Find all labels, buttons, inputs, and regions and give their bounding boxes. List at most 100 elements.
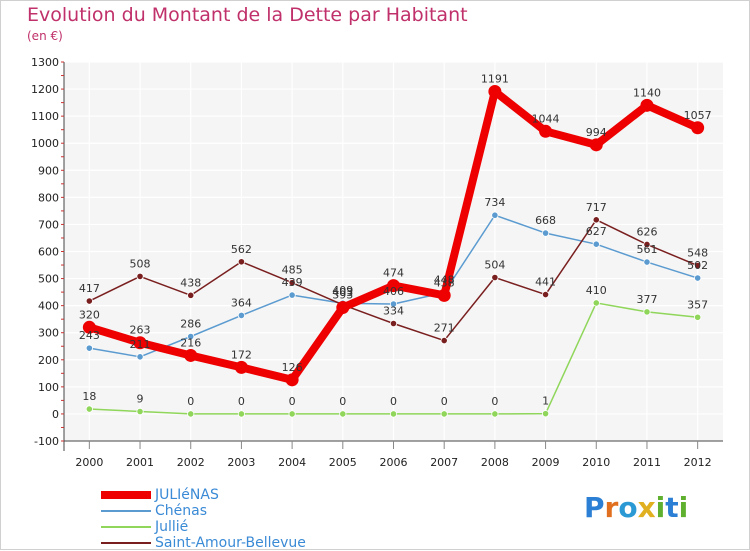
data-label-0: 994 <box>586 126 607 139</box>
data-label-2: 357 <box>687 298 708 311</box>
data-label-2: 0 <box>390 395 397 408</box>
data-label-1: 502 <box>687 259 708 272</box>
data-point-2 <box>541 410 550 418</box>
x-tick-label: 2010 <box>582 456 610 469</box>
legend-swatch <box>101 542 151 544</box>
data-label-3: 403 <box>332 286 353 299</box>
data-label-1: 211 <box>130 338 151 351</box>
x-tick-label: 2007 <box>430 456 458 469</box>
data-point-3 <box>694 261 702 270</box>
data-label-3: 626 <box>636 225 657 238</box>
legend-swatch <box>101 526 151 528</box>
logo-letter: P <box>584 491 605 524</box>
data-label-0: 438 <box>434 276 455 289</box>
y-tick-label: 1200 <box>31 83 59 96</box>
data-point-0 <box>437 288 451 302</box>
data-point-2 <box>237 410 246 418</box>
legend-label: Jullié <box>155 519 189 535</box>
x-tick-label: 2012 <box>684 456 712 469</box>
data-label-2: 0 <box>238 395 245 408</box>
legend-label: Chénas <box>155 503 208 519</box>
data-point-3 <box>288 279 296 287</box>
data-label-3: 334 <box>383 305 404 318</box>
data-label-1: 668 <box>535 214 556 227</box>
data-label-2: 1 <box>542 395 549 408</box>
data-point-0 <box>133 336 147 350</box>
data-point-3 <box>136 272 144 281</box>
data-label-0: 474 <box>383 267 404 280</box>
data-point-2 <box>136 407 144 416</box>
data-label-1: 243 <box>79 329 100 342</box>
data-label-1: 561 <box>636 243 657 256</box>
data-label-1: 406 <box>383 285 404 298</box>
data-point-0 <box>539 124 553 138</box>
data-label-0: 320 <box>79 308 100 321</box>
data-label-3: 271 <box>434 322 455 335</box>
data-point-1 <box>541 229 550 237</box>
y-tick-label: 200 <box>38 354 59 367</box>
x-tick-label: 2009 <box>532 456 560 469</box>
data-point-0 <box>387 279 400 293</box>
data-point-3 <box>643 240 651 249</box>
data-label-0: 1044 <box>532 112 560 125</box>
data-label-0: 172 <box>231 348 252 361</box>
data-point-1 <box>592 240 600 248</box>
data-label-2: 410 <box>586 284 607 297</box>
x-tick-label: 2001 <box>126 456 154 469</box>
x-tick-label: 2006 <box>380 456 408 469</box>
x-tick-label: 2011 <box>633 456 661 469</box>
x-tick-label: 2004 <box>278 456 306 469</box>
data-point-2 <box>592 299 600 307</box>
data-label-3: 485 <box>282 264 303 277</box>
data-point-1 <box>491 211 499 219</box>
x-tick-label: 2002 <box>177 456 205 469</box>
logo-letter: o <box>618 491 638 524</box>
data-point-3 <box>491 273 499 282</box>
data-point-1 <box>187 332 195 341</box>
data-label-0: 1057 <box>684 109 712 122</box>
data-label-2: 0 <box>441 395 448 408</box>
data-label-1: 364 <box>231 296 252 309</box>
data-point-0 <box>640 98 654 112</box>
data-label-0: 1191 <box>481 73 509 86</box>
data-label-1: 409 <box>332 284 353 297</box>
data-label-2: 377 <box>636 293 657 306</box>
logo-letter: i <box>655 491 666 524</box>
data-label-1: 286 <box>180 318 201 331</box>
logo-letter: t <box>665 491 679 524</box>
data-point-3 <box>187 291 195 299</box>
data-point-0 <box>285 373 299 387</box>
data-label-2: 0 <box>491 395 498 408</box>
y-tick-label: -100 <box>34 435 59 448</box>
data-point-0 <box>234 360 248 374</box>
data-point-2 <box>389 410 398 418</box>
data-label-0: 1140 <box>633 86 661 99</box>
data-label-1: 627 <box>586 225 607 238</box>
data-label-0: 393 <box>332 289 353 302</box>
data-label-1: 439 <box>282 276 303 289</box>
y-tick-label: 800 <box>38 191 59 204</box>
y-tick-label: 900 <box>38 164 59 177</box>
data-point-1 <box>694 274 702 282</box>
y-tick-label: 500 <box>38 273 59 286</box>
data-point-3 <box>85 297 93 305</box>
data-label-2: 0 <box>289 395 296 408</box>
data-label-3: 548 <box>687 247 708 260</box>
data-label-3: 417 <box>79 282 100 295</box>
legend-swatch <box>101 491 151 499</box>
data-point-2 <box>491 410 499 418</box>
chart-title: Evolution du Montant de la Dette par Hab… <box>27 4 468 26</box>
data-label-3: 438 <box>180 276 201 289</box>
data-point-1 <box>643 258 651 266</box>
y-tick-label: 1000 <box>31 137 59 150</box>
x-tick-label: 2008 <box>481 456 509 469</box>
data-label-3: 562 <box>231 243 252 256</box>
y-tick-label: 1100 <box>31 110 59 123</box>
y-tick-label: 0 <box>52 408 59 421</box>
data-label-2: 0 <box>187 395 194 408</box>
data-point-2 <box>85 405 93 413</box>
data-point-0 <box>589 138 603 152</box>
x-tick-label: 2005 <box>329 456 357 469</box>
legend-label: Saint-Amour-Bellevue <box>155 535 306 551</box>
